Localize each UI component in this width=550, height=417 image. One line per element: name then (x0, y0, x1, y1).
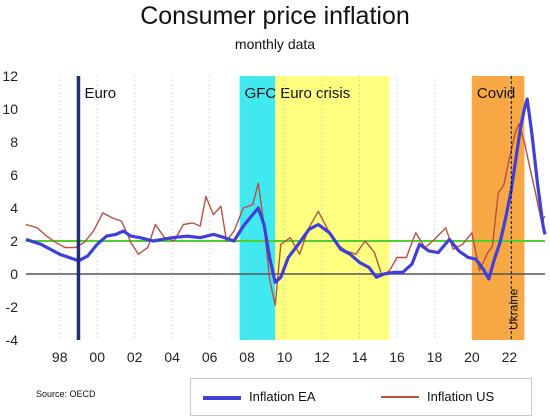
ukraine-marker-label: Ukraine (506, 288, 520, 330)
x-tick-label-7: 12 (314, 349, 330, 365)
chart-title: Consumer price inflation (140, 2, 410, 30)
vertical-gridlines (59, 76, 510, 340)
band-1 (275, 76, 390, 340)
band-label-2: Covid (477, 85, 515, 102)
x-tick-label-6: 10 (277, 349, 293, 365)
y-tick-label-0: -4 (6, 332, 19, 348)
y-tick-label-5: 6 (10, 167, 18, 183)
x-tick-label-9: 16 (389, 349, 405, 365)
legend-swatch-ea (203, 396, 241, 400)
band-label-1: Euro crisis (280, 85, 350, 102)
legend-label-us: Inflation US (427, 389, 495, 404)
x-tick-label-12: 22 (502, 349, 518, 365)
y-tick-label-4: 4 (10, 200, 18, 216)
x-tick-label-1: 00 (89, 349, 105, 365)
series-line-0 (25, 97, 547, 284)
y-tick-label-7: 10 (2, 101, 18, 117)
band-2 (471, 76, 525, 340)
y-tick-label-1: -2 (6, 299, 19, 315)
y-tick-label-8: 12 (2, 68, 18, 84)
x-tick-label-5: 08 (239, 349, 255, 365)
x-tick-label-3: 04 (164, 349, 180, 365)
event-bands: GFC Euro crisis Covid (239, 76, 525, 340)
legend-label-ea: Inflation EA (249, 389, 316, 404)
y-tick-label-6: 8 (10, 134, 18, 150)
chart-subtitle: monthly data (234, 36, 316, 52)
x-tick-label-8: 14 (352, 349, 368, 365)
legend-swatch-us (381, 396, 419, 398)
x-tick-label-2: 02 (127, 349, 143, 365)
band-label-0: GFC (245, 85, 277, 102)
event-markers: Euro Ukraine (76, 76, 520, 340)
x-tick-label-10: 18 (427, 349, 443, 365)
x-tick-label-4: 06 (202, 349, 218, 365)
series-line-1 (25, 123, 546, 307)
y-tick-label-3: 2 (10, 233, 18, 249)
x-tick-label-11: 20 (464, 349, 480, 365)
source-note: Source: OECD (36, 389, 96, 399)
series-lines (25, 97, 547, 307)
y-tick-label-2: 0 (10, 266, 18, 282)
chart-legend: Inflation EA Inflation US (190, 378, 532, 416)
x-tick-label-0: 98 (52, 349, 68, 365)
euro-marker-label: Euro (84, 85, 116, 102)
